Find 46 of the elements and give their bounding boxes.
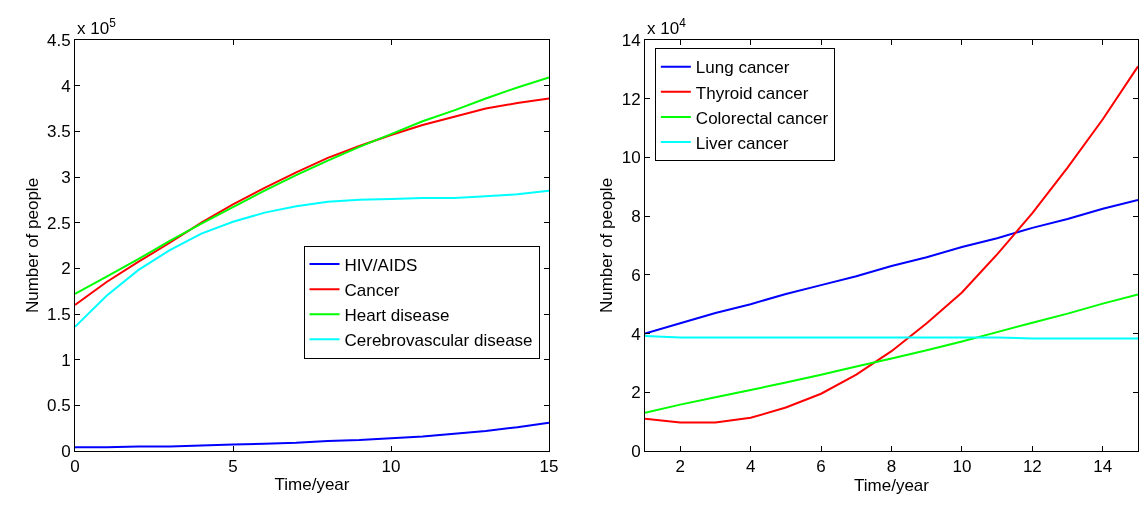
- text: x 10$^{5}$: [77, 16, 117, 39]
- legend-label: Heart disease: [344, 305, 450, 325]
- text: x 10$^{4}$: [647, 16, 687, 39]
- y-tick-label: 0: [631, 441, 641, 461]
- legend-label: Thyroid cancer: [695, 83, 809, 103]
- line-series: [75, 421, 549, 449]
- y-tick-label: 3: [61, 167, 71, 187]
- y-tick-label: 6: [631, 265, 641, 285]
- y-tick-label: 0.5: [46, 396, 71, 416]
- x-tick-label: 10: [381, 457, 401, 477]
- legend-label: HIV/AIDS: [344, 255, 418, 275]
- x-tick-label: 5: [228, 457, 238, 477]
- y-axis-title: Number of people: [22, 177, 42, 314]
- line-series: [645, 293, 1138, 414]
- y-tick-label: 3.5: [46, 122, 71, 142]
- x-axis-title: Time/year: [854, 476, 930, 496]
- y-tick-label: 2: [61, 259, 71, 279]
- x-tick-label: 6: [816, 457, 826, 477]
- x-tick-label: 15: [539, 457, 559, 477]
- legend-label: Cerebrovascular disease: [344, 330, 533, 350]
- y-tick-label: 10: [621, 148, 641, 168]
- y-tick-label: 2: [631, 383, 641, 403]
- y-tick-label: 1: [61, 350, 71, 370]
- x-axis-title: Time/year: [274, 474, 350, 494]
- y-tick-label: 4.5: [46, 30, 71, 50]
- legend-label: Lung cancer: [695, 58, 790, 78]
- x-tick-label: 10: [952, 457, 972, 477]
- legend-label: Cancer: [344, 280, 400, 300]
- x-tick-label: 8: [886, 457, 897, 477]
- y-tick-label: 12: [621, 89, 641, 109]
- y-tick-label: 4: [631, 324, 641, 344]
- y-axis-title: Number of people: [597, 177, 617, 314]
- y-tick-label: 14: [621, 30, 641, 50]
- x-tick-label: 2: [675, 457, 685, 477]
- x-tick-label: 14: [1093, 457, 1113, 477]
- y-tick-label: 0: [61, 441, 71, 461]
- x-tick-label: 4: [745, 457, 756, 477]
- line-series: [75, 189, 549, 328]
- y-tick-label: 2.5: [46, 213, 71, 233]
- line-series: [645, 199, 1138, 335]
- y-tick-label: 8: [631, 207, 641, 227]
- legend-label: Colorectal cancer: [695, 108, 829, 128]
- x-tick-label: 12: [1022, 457, 1042, 477]
- y-tick-label: 4: [61, 76, 71, 96]
- y-tick-label: 1.5: [46, 304, 71, 324]
- legend-label: Liver cancer: [695, 133, 789, 153]
